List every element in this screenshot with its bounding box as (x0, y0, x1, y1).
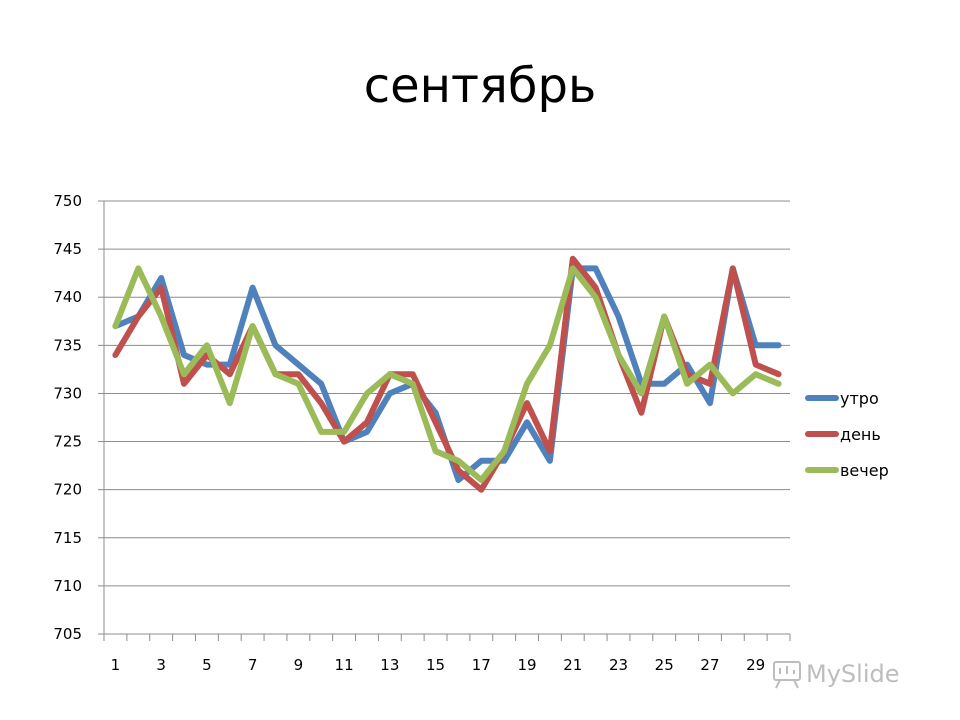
legend-label: вечер (840, 461, 889, 480)
y-tick-label: 735 (53, 336, 82, 354)
watermark-logo: MySlide (768, 654, 928, 694)
x-tick-label: 3 (156, 656, 166, 674)
x-tick-label: 27 (700, 656, 719, 674)
axes (98, 200, 791, 641)
series-lines (112, 255, 782, 493)
y-tick-label: 750 (53, 192, 82, 210)
presentation-board-icon (773, 661, 801, 689)
x-tick-label: 21 (563, 656, 582, 674)
chart-title: сентябрь (363, 58, 597, 114)
x-tick-label: 23 (609, 656, 628, 674)
y-tick-label: 720 (53, 481, 82, 499)
y-tick-label: 745 (53, 240, 82, 258)
y-tick-label: 710 (53, 577, 82, 595)
legend: утро день вечер (805, 389, 889, 480)
y-tick-label: 715 (53, 529, 82, 547)
x-tick-label: 19 (517, 656, 536, 674)
x-tick-label: 15 (426, 656, 445, 674)
x-tick-label: 17 (472, 656, 491, 674)
y-tick-label: 705 (53, 625, 82, 643)
x-tick-label: 29 (746, 656, 765, 674)
x-tick-label: 9 (294, 656, 304, 674)
legend-label: день (840, 425, 881, 444)
y-tick-labels: 705 710 715 720 725 730 735 740 745 750 (53, 192, 82, 643)
series-line-3 (112, 265, 782, 483)
x-tick-label: 5 (202, 656, 212, 674)
x-tick-label: 1 (111, 656, 121, 674)
y-tick-label: 740 (53, 288, 82, 306)
y-tick-label: 725 (53, 433, 82, 451)
x-tick-label: 7 (248, 656, 258, 674)
x-tick-label: 25 (655, 656, 674, 674)
y-tick-label: 730 (53, 384, 82, 402)
x-tick-label: 13 (380, 656, 399, 674)
legend-label: утро (840, 389, 879, 408)
x-tick-label: 11 (335, 656, 354, 674)
gridlines (104, 200, 790, 635)
x-tick-labels: 1 3 5 7 9 11 13 15 17 19 21 23 25 27 29 (111, 656, 766, 674)
watermark-text: MySlide (806, 660, 899, 688)
